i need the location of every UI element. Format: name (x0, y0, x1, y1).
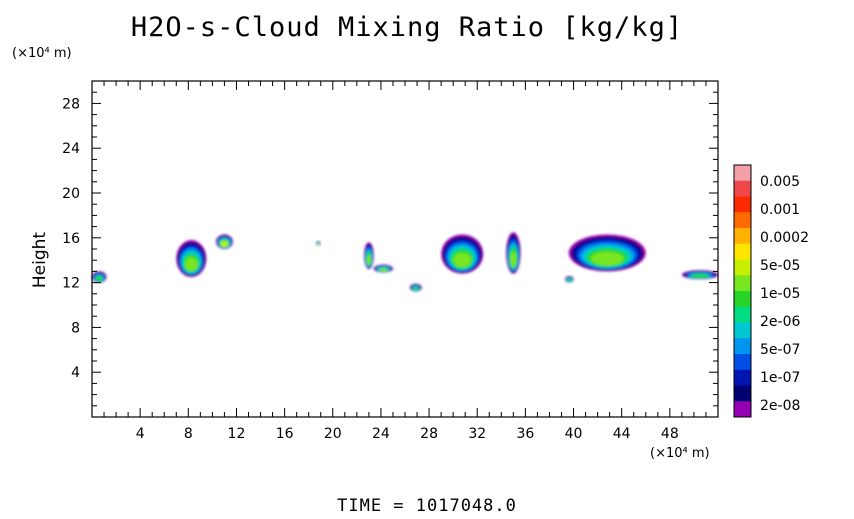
colorbar-swatch (734, 259, 751, 276)
x-tick-label: 16 (276, 426, 294, 442)
x-tick-label: 28 (420, 426, 438, 442)
cloud-contour (567, 278, 572, 282)
colorbar-swatch (734, 165, 751, 182)
colorbar-swatch (734, 275, 751, 292)
colorbar-label: 2e-08 (760, 398, 800, 414)
cloud-patch (565, 275, 574, 283)
colorbar: 0.005 0.001 0.0002 5e-05 1e-05 2e-06 5e-07 1e-0… (733, 164, 809, 418)
colorbar-swatch (734, 369, 751, 386)
colorbar-swatch (734, 338, 751, 355)
colorbar-label: 0.005 (760, 174, 800, 190)
y-tick-label: 20 (62, 186, 80, 202)
cloud-contour (317, 243, 320, 245)
colorbar-swatch (734, 196, 751, 213)
colorbar-swatch (734, 385, 751, 402)
colorbar-frame (733, 164, 752, 418)
colorbar-swatch (734, 401, 751, 418)
cloud-patch (176, 240, 207, 277)
x-tick-label: 48 (661, 426, 679, 442)
cloud-contour (366, 254, 371, 265)
colorbar-swatch (734, 228, 751, 245)
x-tick-label: 8 (184, 426, 193, 442)
cloud-patch (373, 264, 393, 273)
colorbar-label: 1e-05 (760, 286, 800, 302)
colorbar-swatch (734, 243, 751, 260)
colorbar-label: 5e-07 (760, 342, 800, 358)
x-tick-label: 20 (324, 426, 342, 442)
colorbar-swatch (734, 291, 751, 308)
x-tick-label: 40 (565, 426, 583, 442)
x-tick-label: 12 (228, 426, 246, 442)
y-tick-label: 28 (62, 96, 80, 112)
cloud-contour (413, 287, 419, 291)
cloud-patch (506, 232, 521, 274)
colorbar-swatch (734, 180, 751, 197)
cloud-contour (453, 252, 472, 268)
colorbar-label: 1e-07 (760, 370, 800, 386)
colorbar-label: 0.001 (760, 202, 800, 218)
y-tick-label: 24 (62, 141, 80, 157)
y-axis-multiplier: (×10⁴ m) (12, 46, 72, 61)
cloud-patch (409, 283, 422, 292)
cloud-contour (379, 268, 388, 272)
colorbar-swatch (734, 354, 751, 371)
cloud-patch (441, 234, 484, 274)
cloud-patch (92, 271, 107, 283)
colorbar-swatch (734, 212, 751, 229)
colorbar-label: 0.0002 (760, 230, 809, 246)
cloud-contour (96, 276, 103, 281)
colorbar-swatch (734, 306, 751, 323)
cloud-contour (590, 251, 624, 266)
colorbar-label: 5e-05 (760, 258, 800, 274)
y-tick-label: 4 (71, 365, 80, 381)
cloud-field (92, 232, 718, 292)
cloud-contour (510, 251, 517, 268)
x-tick-label: 44 (613, 426, 631, 442)
y-tick-label: 8 (71, 320, 80, 336)
cloud-contour (692, 274, 708, 278)
x-axis-multiplier: (×10⁴ m) (650, 446, 710, 461)
colorbar-label: 2e-06 (760, 314, 800, 330)
x-tick-label: 24 (372, 426, 390, 442)
cloud-patch (364, 242, 374, 270)
y-tick-label: 12 (62, 276, 80, 292)
x-tick-label: 4 (136, 426, 145, 442)
colorbar-swatch (734, 322, 751, 339)
cloud-contour (220, 241, 228, 247)
cloud-contour (184, 257, 198, 272)
cloud-patch (315, 241, 321, 246)
cloud-patch (681, 270, 718, 280)
cloud-patch (215, 234, 233, 249)
y-tick-label: 16 (62, 231, 80, 247)
cloud-patch (568, 234, 646, 272)
x-tick-label: 32 (468, 426, 486, 442)
time-label: TIME = 1017048.0 (337, 496, 517, 516)
chart-title: H2O-s-Cloud Mixing Ratio [kg/kg] (130, 12, 684, 43)
x-tick-label: 36 (516, 426, 534, 442)
